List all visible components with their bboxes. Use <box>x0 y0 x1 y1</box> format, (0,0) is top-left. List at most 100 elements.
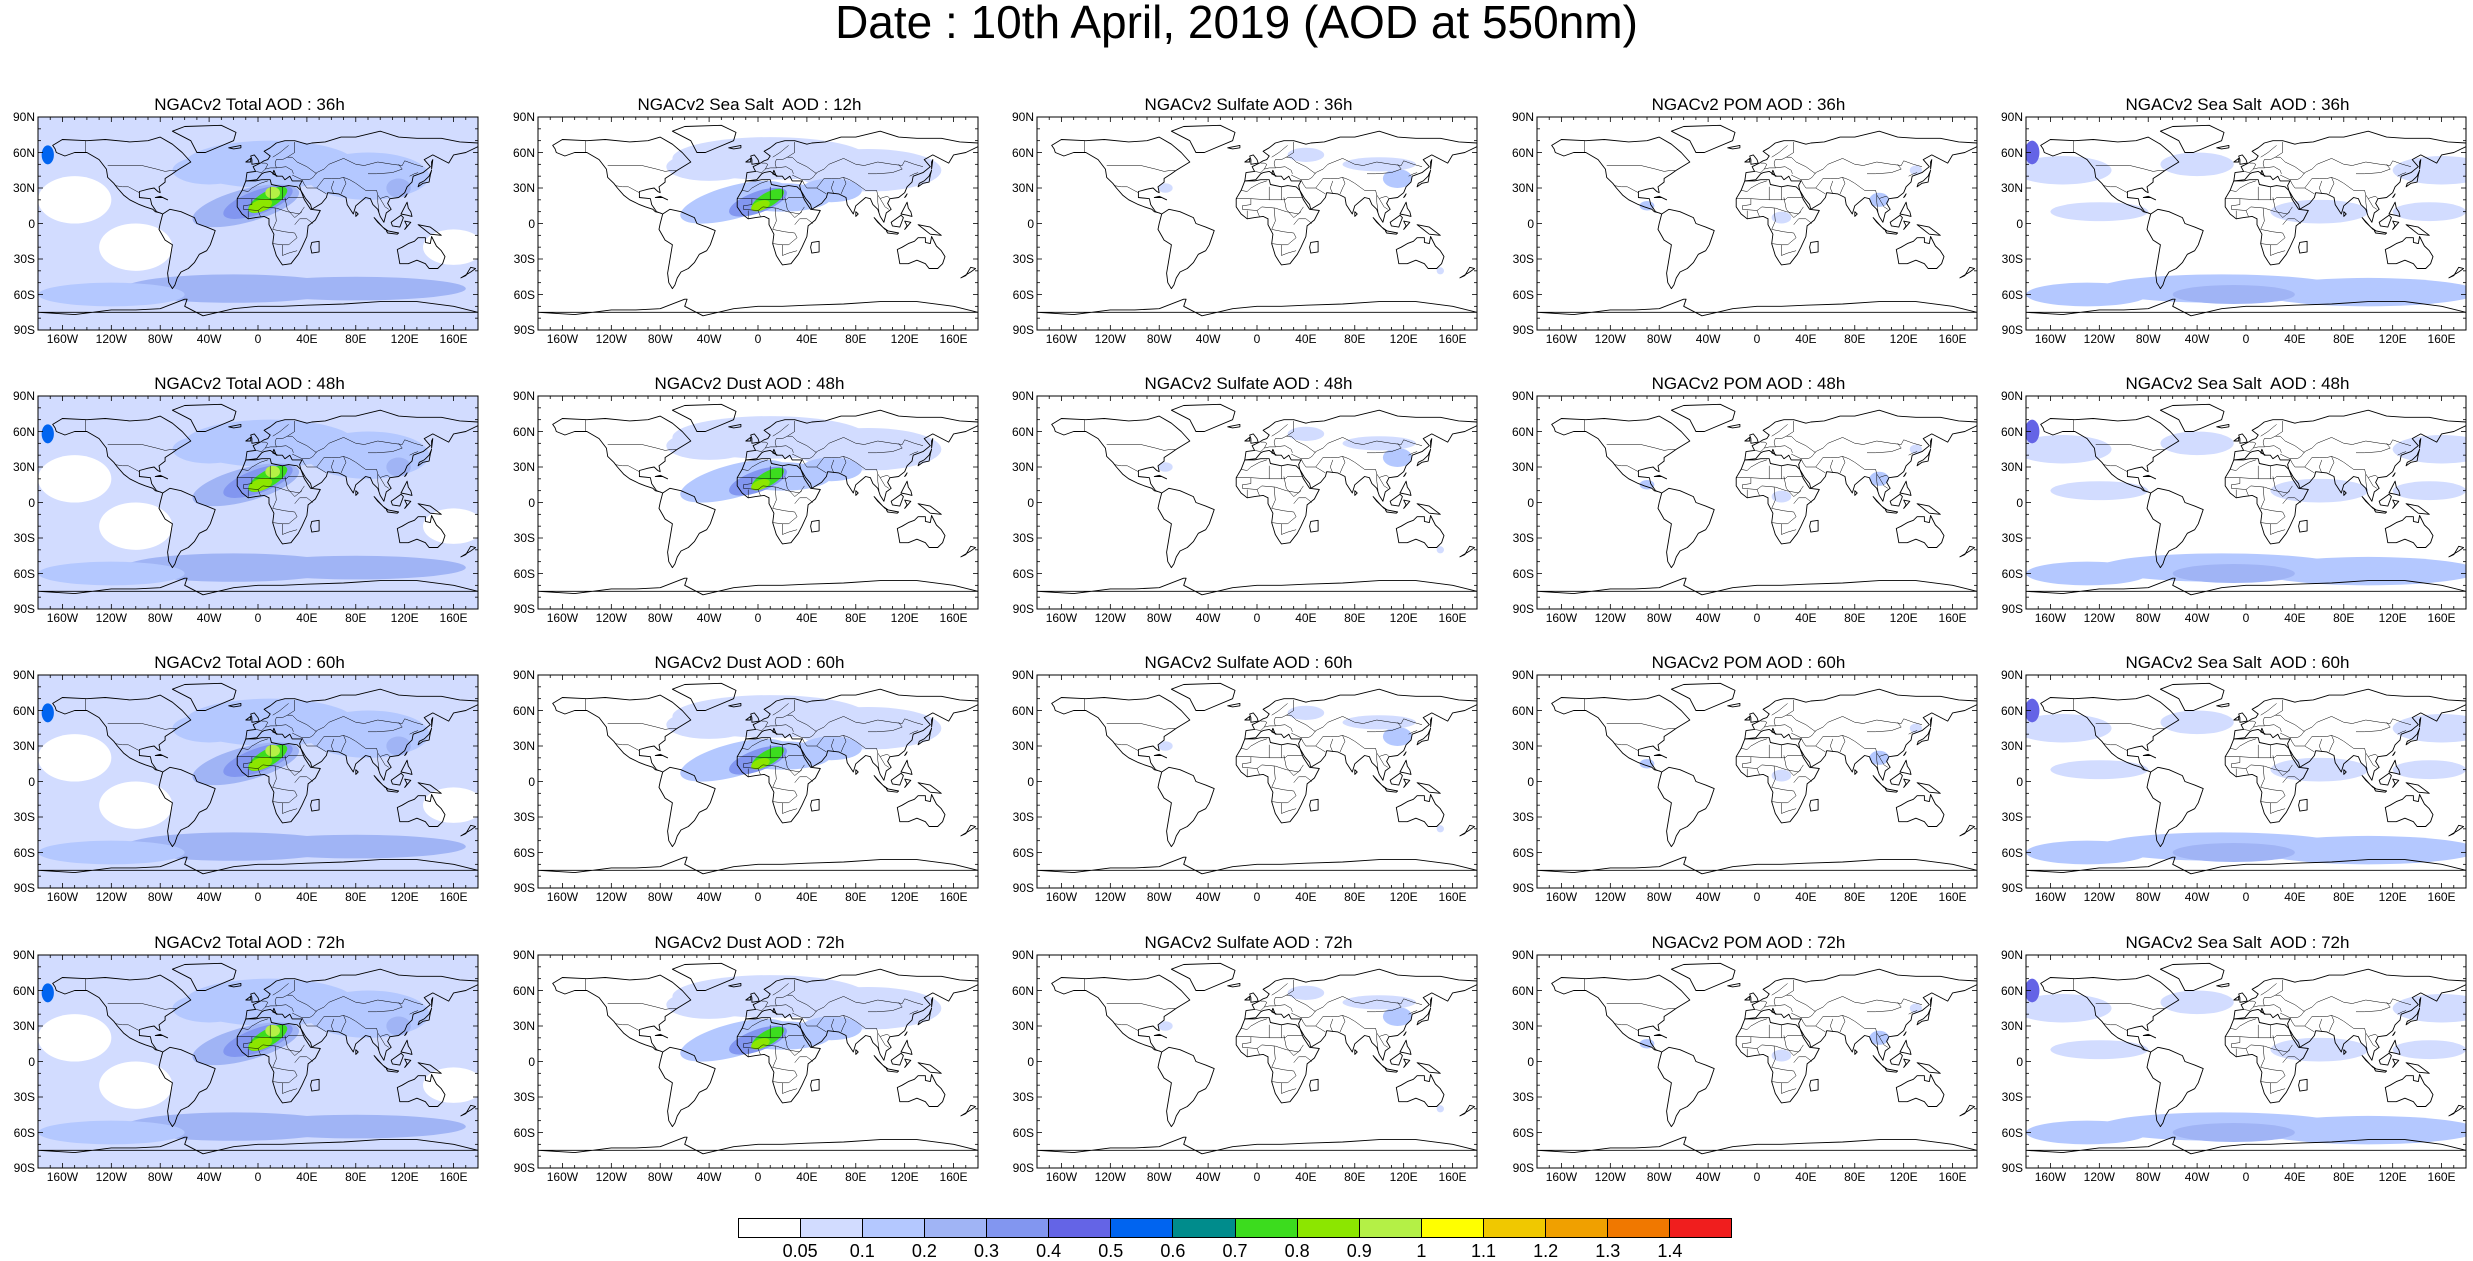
country-border <box>287 420 295 437</box>
coastline <box>2224 1017 2309 1104</box>
coastline <box>1670 682 1736 711</box>
coastline <box>1416 782 1441 794</box>
country-border <box>757 1048 761 1055</box>
coastline <box>1930 717 1933 728</box>
country-border <box>1876 1033 1879 1050</box>
lon-tick-label: 80E <box>345 890 367 904</box>
lon-tick-label: 40E <box>1295 332 1317 346</box>
coastline <box>750 992 760 1003</box>
country-border <box>1375 190 1390 200</box>
country-border <box>787 979 795 996</box>
coastline <box>2405 224 2430 236</box>
country-border <box>761 162 769 170</box>
coastline <box>2238 712 2248 723</box>
coastline <box>2343 211 2347 217</box>
lat-tick-label: 60S <box>1512 287 1534 302</box>
coastline <box>1916 448 1932 467</box>
coastline <box>1537 856 1977 875</box>
coastline <box>654 474 669 480</box>
coastline <box>1153 1033 1168 1039</box>
country-border <box>2249 162 2257 170</box>
lat-tick-label: 90S <box>1012 323 1034 337</box>
coastline <box>2233 436 2240 442</box>
country-border <box>1375 1028 1390 1038</box>
country-border <box>242 459 268 471</box>
coastline <box>2388 759 2401 775</box>
country-border <box>1283 197 1302 218</box>
country-border <box>1376 195 1379 212</box>
coastline <box>745 688 978 781</box>
lon-tick-label: 40E <box>296 611 318 625</box>
coastline <box>385 788 400 793</box>
lon-tick-label: 120E <box>2378 890 2407 904</box>
panel-title: NGACv2 Total AOD : 72h <box>154 933 345 952</box>
coastline <box>1430 717 1433 728</box>
aod-patch <box>2392 1040 2466 1060</box>
country-border <box>774 435 817 454</box>
lon-tick-label: 80W <box>647 890 673 904</box>
lon-tick-label: 160W <box>1545 332 1578 346</box>
lon-tick-label: 40E <box>796 332 818 346</box>
country-border <box>272 508 298 525</box>
coastline <box>2216 423 2230 429</box>
map-content <box>538 403 978 596</box>
country-border <box>2225 197 2292 201</box>
lon-tick-label: 80E <box>845 1170 867 1184</box>
lat-tick-label: 30N <box>1511 181 1534 195</box>
aod-patch <box>2392 760 2466 780</box>
lon-tick-label: 80E <box>345 1170 367 1184</box>
coastline <box>245 436 252 442</box>
country-border <box>2280 1010 2305 1018</box>
coastline <box>404 778 412 788</box>
country-border <box>255 1004 294 1012</box>
aod-patch <box>423 787 478 823</box>
country-border <box>755 166 794 174</box>
lat-tick-label: 60N <box>1011 703 1034 718</box>
lon-tick-label: 80E <box>1344 611 1366 625</box>
coastline <box>460 1104 477 1117</box>
world-map <box>37 116 479 331</box>
lon-tick-label: 40W <box>1695 611 1721 625</box>
coastline <box>385 230 400 235</box>
country-border <box>2304 735 2365 749</box>
coastline <box>1744 715 1751 721</box>
lat-tick-label: 0 <box>1027 774 1034 789</box>
country-border <box>1300 179 1326 195</box>
aod-patch <box>1382 169 1413 188</box>
coastline <box>2159 682 2225 711</box>
colorbar-swatch <box>1421 1219 1484 1237</box>
lon-tick-label: 40W <box>696 332 722 346</box>
coastline <box>2388 1039 2401 1055</box>
coastline <box>1235 458 1320 545</box>
country-border <box>2365 474 2368 491</box>
aod-patch <box>248 756 273 771</box>
aod-patch <box>38 734 112 782</box>
aod-patch <box>2392 435 2466 464</box>
coastline <box>228 144 242 150</box>
aod-patch <box>2392 994 2466 1023</box>
coastline <box>1744 157 1751 163</box>
lat-tick-label: 90N <box>1511 389 1534 403</box>
lon-tick-label: 40E <box>2284 611 2306 625</box>
aod-patch <box>2160 152 2234 177</box>
aod-patch <box>2392 202 2466 222</box>
lon-tick-label: 160E <box>1438 1170 1467 1184</box>
colorbar-label: 0.5 <box>1098 1241 1124 1261</box>
aod-patch <box>2172 285 2295 304</box>
aod-patch <box>306 431 430 479</box>
map-panel: NGACv2 Sulfate AOD : 72h 90N 60N 30N 0 30S 60S… <box>1011 933 1486 1201</box>
aod-patch <box>41 145 54 165</box>
country-border <box>2304 177 2365 191</box>
coastline <box>896 1074 946 1107</box>
aod-patch <box>1382 727 1413 746</box>
aod-patch <box>172 435 246 464</box>
country-border <box>2245 489 2249 496</box>
lon-tick-label: 160W <box>546 1170 579 1184</box>
coastline <box>745 436 752 442</box>
country-border <box>794 497 814 504</box>
aod-patch <box>423 1067 478 1103</box>
coastline <box>654 753 669 759</box>
map-panel: NGACv2 POM AOD : 60h 90N 60N 30N 0 30S 60S 90S 1… <box>1511 653 1986 921</box>
lon-tick-label: 80W <box>647 1170 673 1184</box>
coastline <box>1916 224 1941 236</box>
